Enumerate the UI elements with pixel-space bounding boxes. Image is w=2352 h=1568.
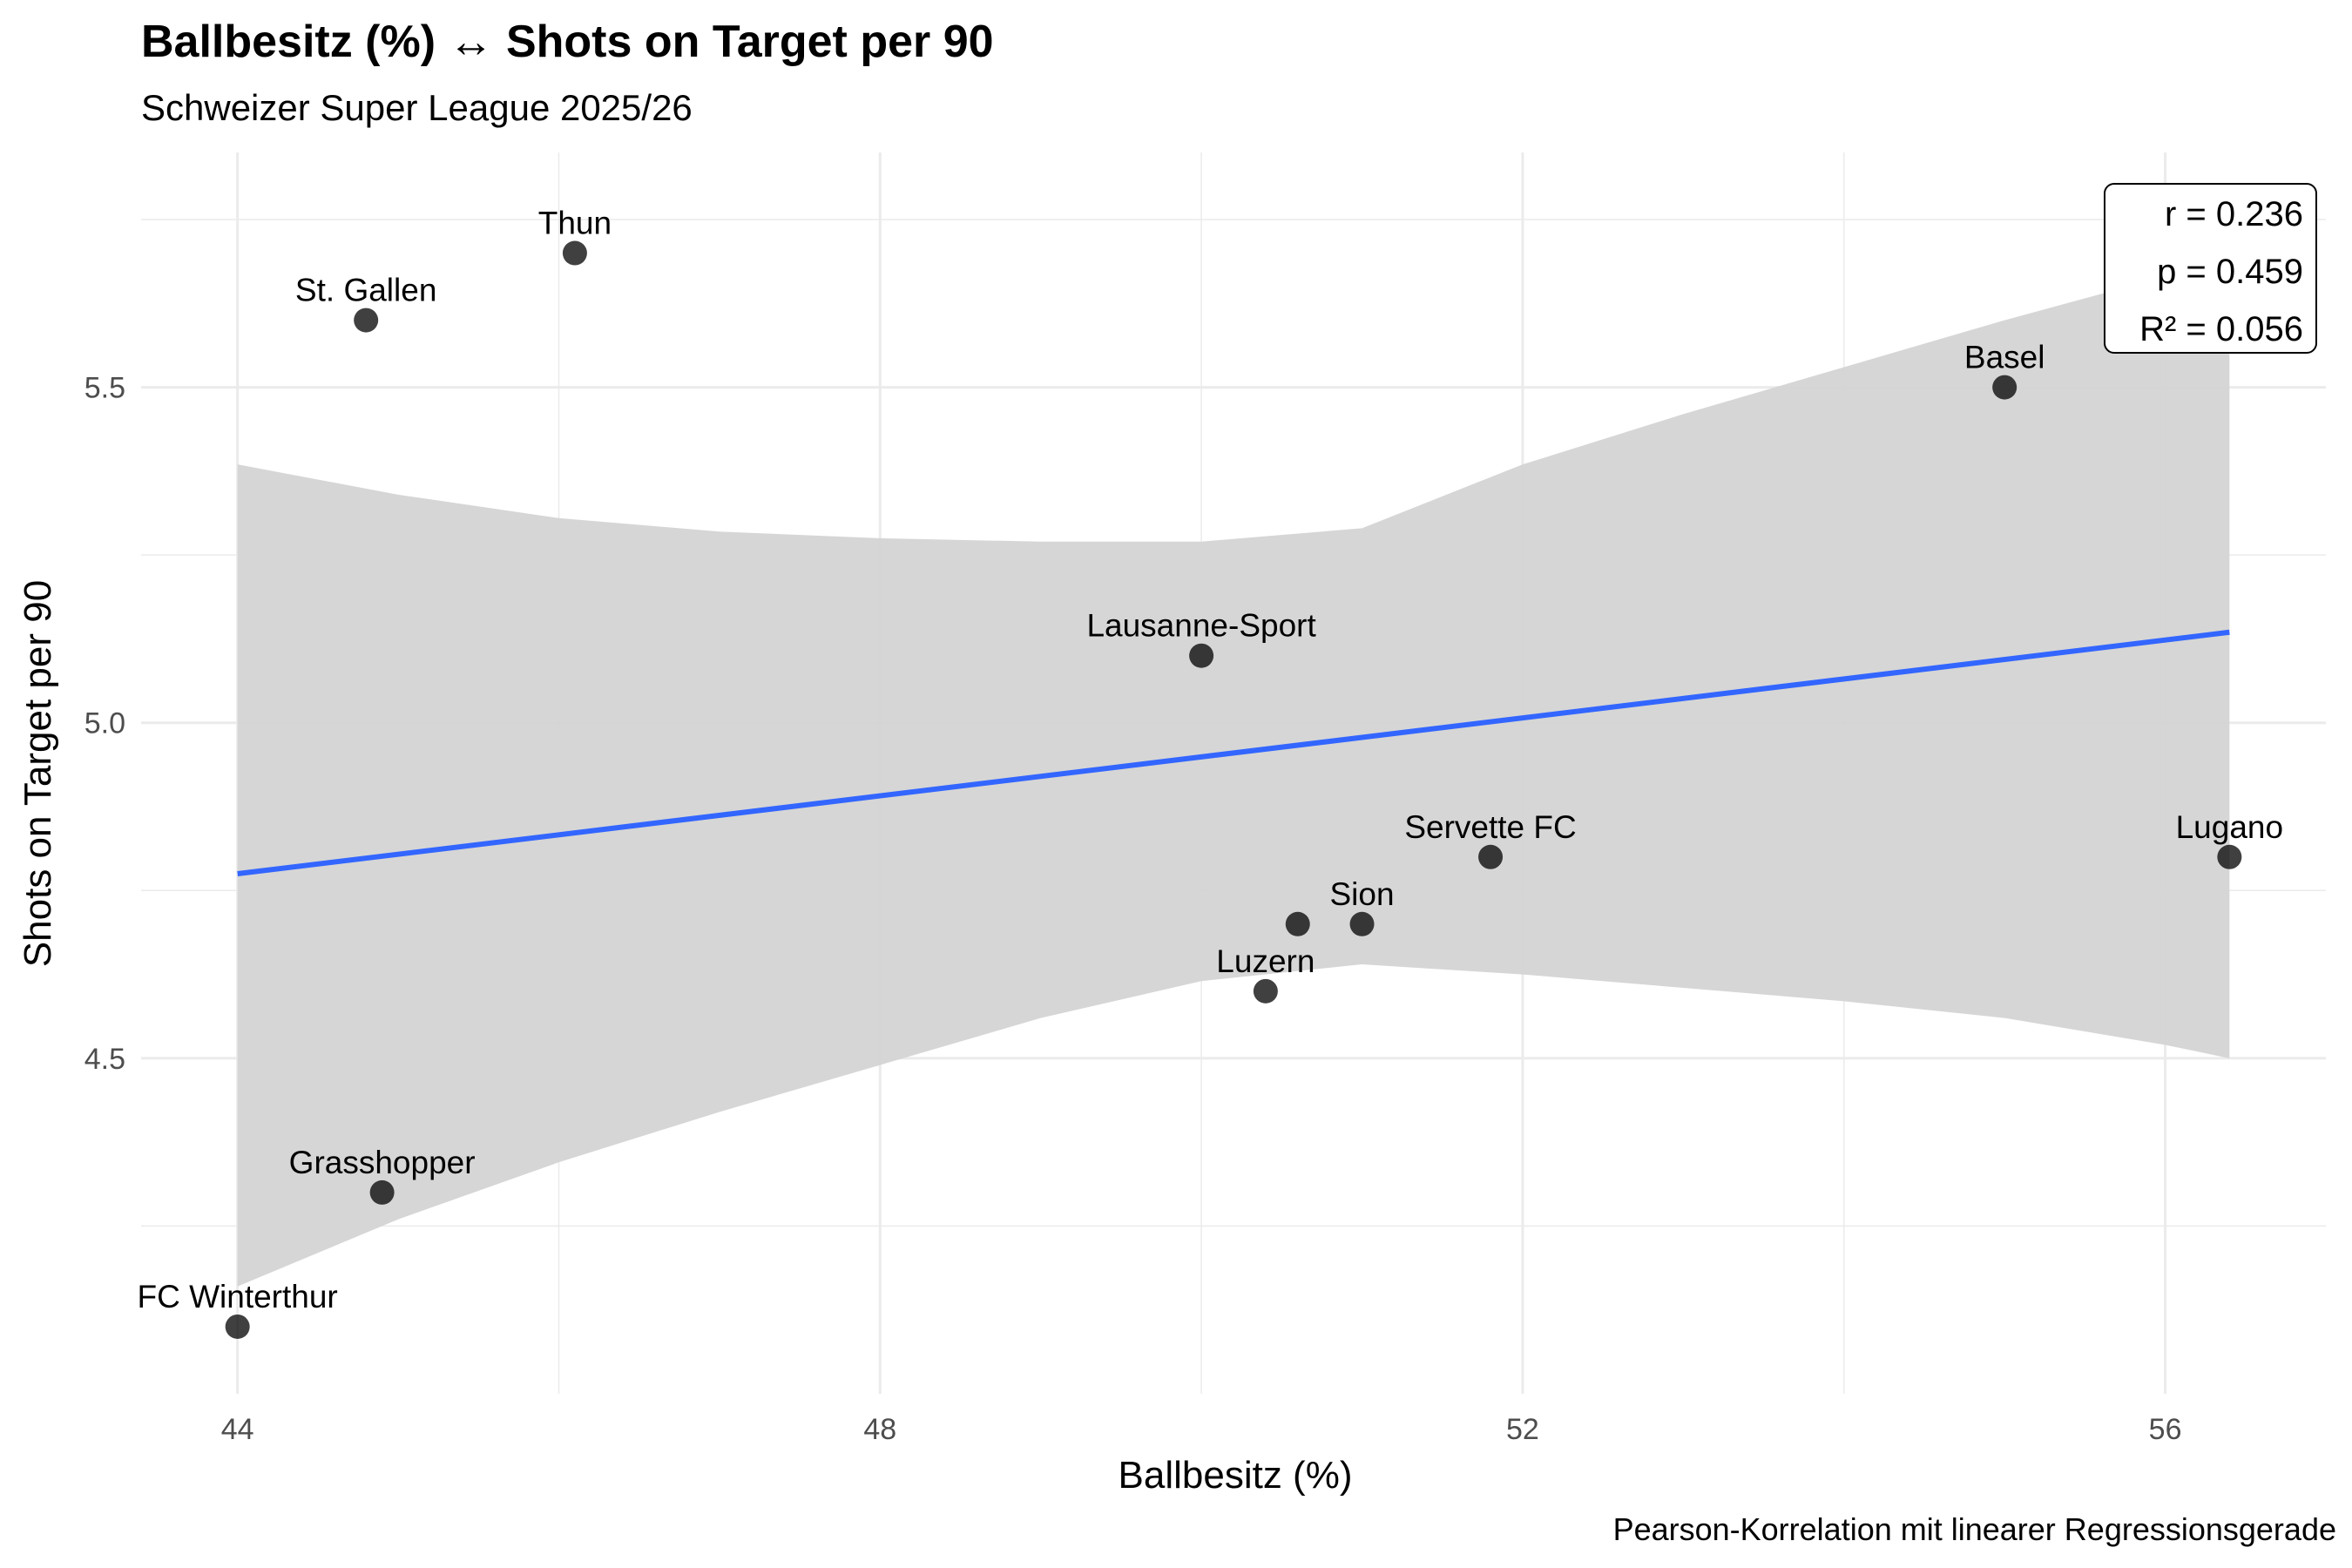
- confidence-band: [237, 256, 2230, 1287]
- data-point: [1992, 375, 2017, 400]
- data-point: [1349, 911, 1375, 936]
- point-label: Lausanne-Sport: [1086, 608, 1316, 644]
- chart-subtitle: Schweizer Super League 2025/26: [141, 87, 693, 128]
- point-label: Servette FC: [1404, 809, 1576, 845]
- x-tick-label: 48: [863, 1413, 896, 1446]
- data-point: [369, 1179, 395, 1205]
- stat-r: r = 0.236: [2164, 195, 2303, 233]
- point-label: Basel: [1964, 340, 2045, 375]
- data-point: [225, 1314, 250, 1339]
- x-axis-title: Ballbesitz (%): [1119, 1454, 1353, 1497]
- data-point: [1285, 911, 1310, 936]
- x-tick-label: 44: [221, 1413, 254, 1446]
- data-point: [354, 308, 379, 333]
- x-tick-label: 52: [1506, 1413, 1539, 1446]
- point-label: Thun: [538, 206, 612, 241]
- point-label: Grasshopper: [289, 1145, 476, 1180]
- point-label: St. Gallen: [295, 273, 436, 308]
- point-label: Lugano: [2176, 809, 2283, 845]
- data-point: [562, 240, 587, 266]
- data-point: [1253, 978, 1278, 1004]
- y-tick-label: 5.0: [84, 707, 125, 740]
- point-label: Luzern: [1216, 943, 1315, 979]
- data-point: [1189, 643, 1214, 668]
- y-tick-label: 5.5: [84, 372, 125, 405]
- point-label: Sion: [1329, 876, 1394, 912]
- data-point: [2217, 844, 2242, 869]
- x-tick-label: 56: [2149, 1413, 2182, 1446]
- stat-r2: R² = 0.056: [2139, 310, 2303, 348]
- y-tick-label: 4.5: [84, 1043, 125, 1076]
- data-point: [1478, 844, 1504, 869]
- stat-p: p = 0.459: [2157, 253, 2303, 291]
- chart-caption: Pearson-Korrelation mit linearer Regress…: [1612, 1511, 2336, 1547]
- point-label: FC Winterthur: [138, 1279, 338, 1315]
- regression-line: [237, 629, 2230, 877]
- confidence-band-layer: [237, 256, 2230, 1287]
- point-labels-layer: Thun St. Gallen Basel Lausanne-Sport Servett…: [138, 206, 2284, 1315]
- y-axis-title: Shots on Target per 90: [17, 580, 59, 967]
- data-points-layer: [225, 240, 2242, 1339]
- tick-labels-layer: 44 48 52 56 4.5 5.0 5.5: [84, 372, 2182, 1446]
- stats-box: r = 0.236 p = 0.459 R² = 0.056: [2104, 183, 2317, 354]
- regression-line-layer: [237, 629, 2230, 877]
- chart-title: Ballbesitz (%) ↔ Shots on Target per 90: [141, 17, 994, 67]
